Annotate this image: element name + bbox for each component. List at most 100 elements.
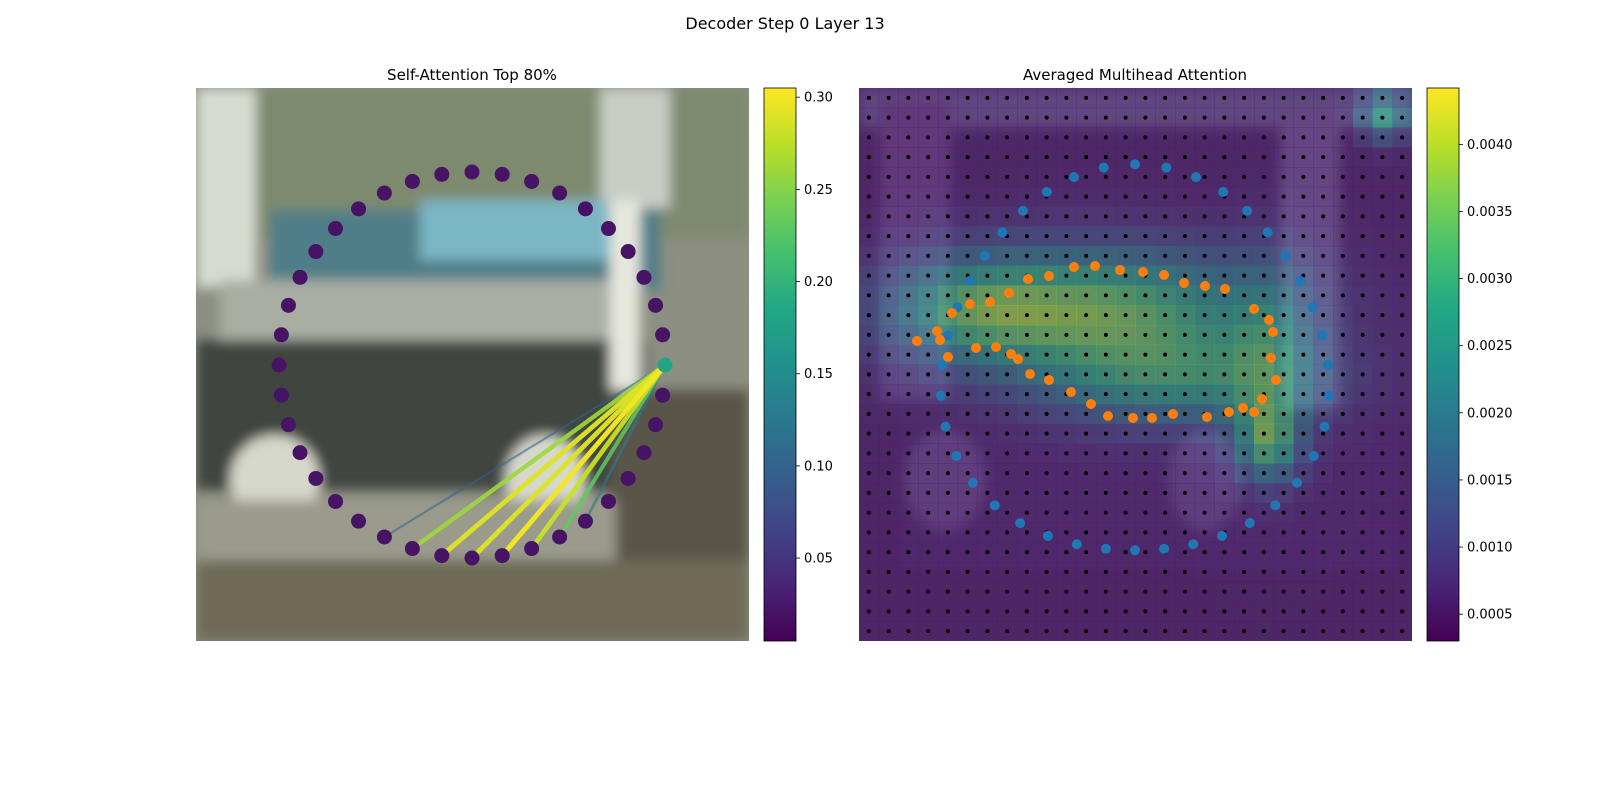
reference-point [1103, 135, 1108, 140]
reference-point [866, 352, 871, 357]
reference-point [1222, 95, 1227, 100]
reference-point [1084, 174, 1089, 179]
reference-point [965, 95, 970, 100]
orange-point [1200, 281, 1210, 291]
reference-point [1301, 234, 1306, 239]
reference-point [886, 95, 891, 100]
reference-point [1163, 174, 1168, 179]
reference-point [906, 431, 911, 436]
reference-point [1360, 352, 1365, 357]
reference-point [1024, 135, 1029, 140]
attention-line [499, 362, 668, 559]
reference-point [1301, 115, 1306, 120]
blue-point [1100, 543, 1111, 554]
ring-point [636, 269, 652, 285]
reference-point [1261, 589, 1266, 594]
reference-point [1261, 115, 1266, 120]
orange-point [1090, 261, 1100, 271]
reference-point [1084, 293, 1089, 298]
reference-point [1044, 569, 1049, 574]
reference-point [1084, 214, 1089, 219]
reference-point [1005, 194, 1010, 199]
reference-point [1005, 313, 1010, 318]
reference-point [1005, 214, 1010, 219]
reference-point [1024, 293, 1029, 298]
reference-point [1301, 431, 1306, 436]
reference-point [1103, 95, 1108, 100]
reference-point [1064, 352, 1069, 357]
reference-point [1400, 352, 1405, 357]
blue-point [1191, 172, 1202, 183]
reference-point [1360, 155, 1365, 160]
reference-point [1242, 569, 1247, 574]
reference-point [1261, 431, 1266, 436]
reference-point [1281, 95, 1286, 100]
reference-point [1024, 550, 1029, 555]
reference-point [1143, 372, 1148, 377]
reference-point [945, 234, 950, 239]
reference-point [886, 609, 891, 614]
reference-point [985, 293, 990, 298]
reference-point [1261, 471, 1266, 476]
reference-point [1182, 194, 1187, 199]
reference-point [1281, 392, 1286, 397]
reference-point [1024, 411, 1029, 416]
reference-point [1261, 411, 1266, 416]
reference-point [926, 352, 931, 357]
colorbar-tick-label: 0.0005 [1467, 608, 1513, 623]
ring-point [524, 173, 540, 189]
colorbar-tick-label: 0.15 [804, 367, 833, 382]
reference-point [906, 253, 911, 258]
reference-point [1301, 253, 1306, 258]
reference-point [1044, 135, 1049, 140]
reference-point [1340, 352, 1345, 357]
reference-point [1005, 253, 1010, 258]
reference-point [1123, 490, 1128, 495]
reference-point [965, 550, 970, 555]
reference-point [1281, 589, 1286, 594]
reference-point [1044, 411, 1049, 416]
reference-point [1340, 273, 1345, 278]
ring-points [271, 164, 673, 566]
reference-point [1301, 589, 1306, 594]
reference-point [1163, 510, 1168, 515]
reference-point [1182, 431, 1187, 436]
reference-point [1143, 293, 1148, 298]
reference-point [1301, 293, 1306, 298]
ring-point [434, 548, 450, 564]
reference-point [1163, 451, 1168, 456]
reference-point [1321, 550, 1326, 555]
reference-point [1123, 510, 1128, 515]
reference-point [1360, 194, 1365, 199]
reference-point [985, 155, 990, 160]
reference-point [1202, 155, 1207, 160]
reference-point [1222, 155, 1227, 160]
reference-point [1400, 273, 1405, 278]
reference-point [1380, 313, 1385, 318]
reference-point [1044, 550, 1049, 555]
reference-point [985, 135, 990, 140]
reference-point [1182, 313, 1187, 318]
reference-point [1360, 451, 1365, 456]
reference-point [1222, 609, 1227, 614]
reference-point [1242, 510, 1247, 515]
reference-point [1360, 431, 1365, 436]
reference-point [1281, 174, 1286, 179]
blue-point [997, 227, 1008, 238]
reference-point [985, 609, 990, 614]
reference-point [926, 490, 931, 495]
blue-point [1242, 205, 1253, 216]
reference-point [906, 273, 911, 278]
reference-point [1064, 332, 1069, 337]
reference-point [1222, 313, 1227, 318]
reference-point [1202, 490, 1207, 495]
reference-point [926, 411, 931, 416]
reference-point [886, 253, 891, 258]
reference-point [1222, 392, 1227, 397]
reference-point [926, 471, 931, 476]
reference-point [945, 629, 950, 634]
orange-point [1264, 315, 1274, 325]
reference-point [945, 589, 950, 594]
blue-point [1041, 186, 1052, 197]
reference-point [926, 214, 931, 219]
